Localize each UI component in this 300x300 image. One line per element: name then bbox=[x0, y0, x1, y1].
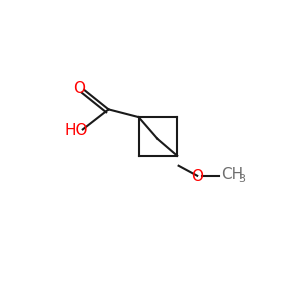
Text: CH: CH bbox=[221, 167, 244, 182]
Text: O: O bbox=[73, 81, 85, 96]
Text: O: O bbox=[191, 169, 203, 184]
Text: 3: 3 bbox=[238, 174, 245, 184]
Text: HO: HO bbox=[65, 123, 88, 138]
